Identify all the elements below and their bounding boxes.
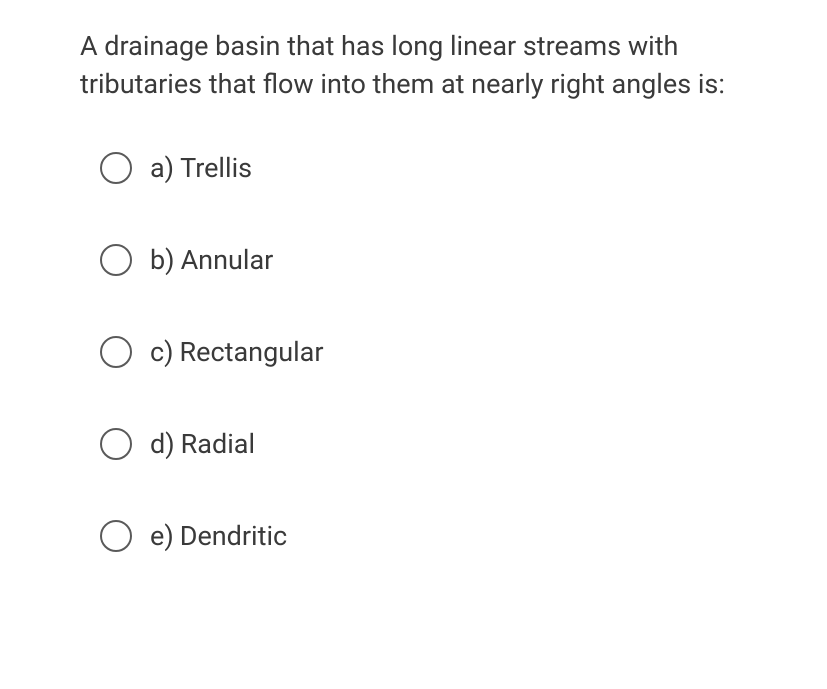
radio-button-a[interactable] bbox=[100, 152, 132, 184]
option-text-b: Annular bbox=[181, 244, 274, 276]
option-label-a: a)Trellis bbox=[150, 152, 252, 184]
option-text-e: Dendritic bbox=[180, 520, 287, 552]
radio-button-e[interactable] bbox=[100, 520, 132, 552]
option-label-c: c)Rectangular bbox=[150, 336, 324, 368]
options-container: a)Trellis b)Annular c)Rectangular d)Radi… bbox=[80, 152, 757, 552]
option-a[interactable]: a)Trellis bbox=[100, 152, 757, 184]
option-label-d: d)Radial bbox=[150, 428, 255, 460]
option-letter-b: b) bbox=[150, 244, 175, 276]
radio-button-d[interactable] bbox=[100, 428, 132, 460]
option-letter-e: e) bbox=[150, 520, 174, 552]
radio-button-c[interactable] bbox=[100, 336, 132, 368]
option-text-d: Radial bbox=[181, 428, 255, 460]
option-e[interactable]: e)Dendritic bbox=[100, 520, 757, 552]
option-letter-d: d) bbox=[150, 428, 175, 460]
option-letter-a: a) bbox=[150, 152, 174, 184]
option-label-e: e)Dendritic bbox=[150, 520, 287, 552]
option-letter-c: c) bbox=[150, 336, 174, 368]
option-c[interactable]: c)Rectangular bbox=[100, 336, 757, 368]
option-text-a: Trellis bbox=[180, 152, 252, 184]
option-d[interactable]: d)Radial bbox=[100, 428, 757, 460]
question-text: A drainage basin that has long linear st… bbox=[80, 28, 757, 104]
radio-button-b[interactable] bbox=[100, 244, 132, 276]
option-text-c: Rectangular bbox=[180, 336, 324, 368]
option-label-b: b)Annular bbox=[150, 244, 273, 276]
option-b[interactable]: b)Annular bbox=[100, 244, 757, 276]
